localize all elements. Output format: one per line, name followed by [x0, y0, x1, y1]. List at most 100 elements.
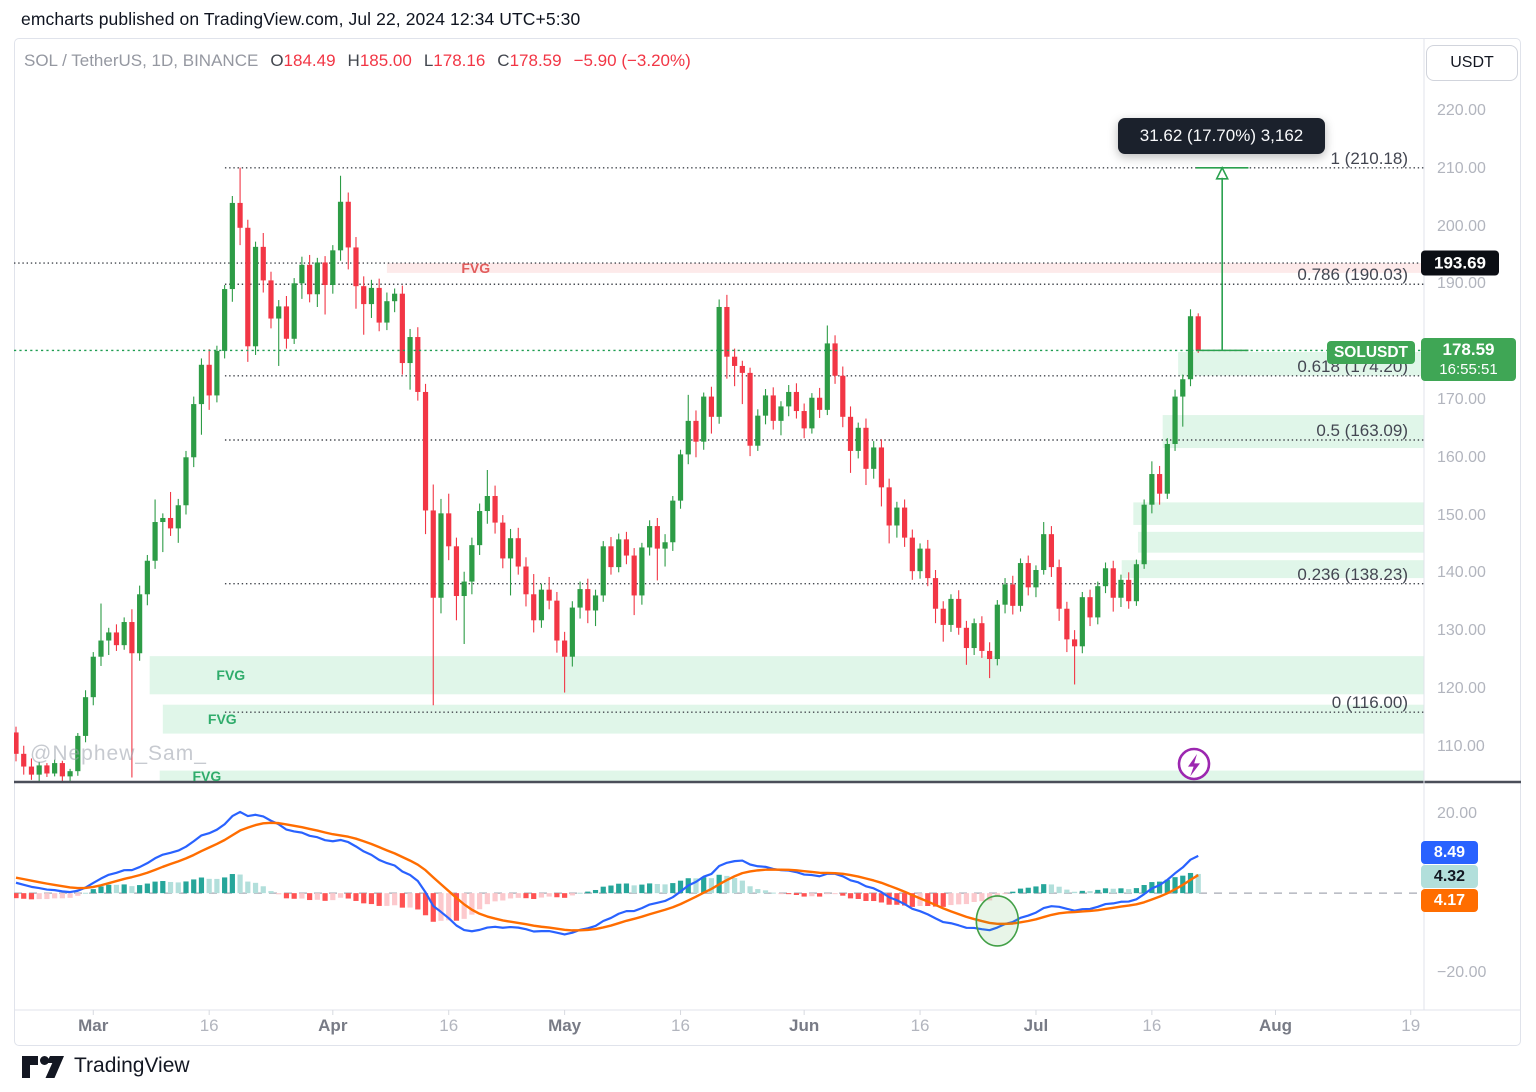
price-pane[interactable]: [13, 165, 1424, 785]
candle-body: [994, 604, 1000, 660]
candle-body: [322, 262, 328, 286]
time-axis-label[interactable]: Jun: [789, 1016, 820, 1035]
candle-body: [1180, 379, 1186, 397]
macd-histogram-bar: [113, 884, 120, 894]
macd-histogram-bar: [1102, 888, 1109, 894]
currency-toggle-button[interactable]: USDT: [1426, 45, 1518, 81]
macd-histogram-bar: [106, 884, 112, 894]
candle-body: [283, 306, 290, 339]
macd-histogram-bar: [438, 893, 444, 921]
time-axis-label[interactable]: 16: [910, 1016, 930, 1035]
candle-body: [260, 246, 266, 281]
candle-body: [160, 517, 166, 523]
macd-axis-tick[interactable]: −20.00: [1437, 963, 1487, 981]
price-axis-tick[interactable]: 160.00: [1437, 448, 1486, 466]
candle-body: [793, 391, 800, 412]
macd-histogram-bar: [832, 893, 838, 895]
candle-body: [152, 522, 158, 561]
macd-histogram-bar: [786, 893, 792, 895]
tradingview-branding[interactable]: TradingView: [21, 1053, 190, 1079]
macd-histogram-bar: [855, 893, 861, 899]
candle-body: [755, 415, 761, 446]
time-axis-label[interactable]: 19: [1401, 1016, 1421, 1035]
candle-body: [299, 264, 305, 284]
candle-body: [167, 517, 174, 529]
price-axis-tick[interactable]: 200.00: [1437, 217, 1486, 235]
price-axis-tick[interactable]: 190.00: [1437, 275, 1486, 293]
symbol-title[interactable]: SOL / TetherUS, 1D, BINANCE: [24, 51, 259, 70]
macd-histogram-bar: [330, 893, 336, 901]
macd-histogram-bar: [469, 893, 475, 915]
time-axis-label[interactable]: Apr: [318, 1016, 348, 1035]
macd-histogram-bar: [399, 893, 405, 908]
macd-histogram-bar: [75, 893, 81, 896]
macd-histogram-bar: [206, 878, 212, 894]
price-axis-tick[interactable]: 110.00: [1437, 737, 1485, 755]
candle-body: [569, 607, 575, 657]
candle-body: [353, 247, 359, 287]
macd-histogram-bar: [732, 878, 738, 894]
candle-body: [175, 505, 181, 529]
macd-histogram-bar: [871, 893, 877, 902]
candle-body: [214, 350, 220, 396]
candle-body: [523, 566, 529, 595]
time-axis-label[interactable]: 16: [1142, 1016, 1162, 1035]
price-axis-tick[interactable]: 170.00: [1437, 391, 1486, 409]
time-axis-label[interactable]: Aug: [1258, 1016, 1293, 1035]
time-axis-label[interactable]: 16: [671, 1016, 690, 1035]
candle-body: [932, 578, 939, 609]
macd-pane[interactable]: [13, 810, 1424, 947]
candle-body: [801, 411, 807, 429]
macd-histogram-bar: [1010, 891, 1016, 894]
candle-body: [531, 594, 537, 621]
price-axis-tick[interactable]: 120.00: [1437, 680, 1486, 698]
macd-histogram-bar: [44, 893, 50, 900]
time-axis-label[interactable]: 16: [439, 1016, 459, 1035]
candle-body: [1149, 474, 1155, 505]
price-axis-tick[interactable]: 210.00: [1437, 159, 1486, 177]
macd-histogram-bar: [956, 893, 962, 905]
macd-histogram-bar: [1017, 888, 1024, 894]
candle-body: [809, 397, 815, 429]
fvg-zone: [149, 656, 1424, 695]
macd-histogram-bar: [747, 886, 753, 894]
fib-level-label: 0.236 (138.23): [1297, 564, 1408, 584]
time-axis-label[interactable]: Jul: [1023, 1016, 1049, 1035]
time-axis-label[interactable]: Mar: [78, 1016, 109, 1035]
candle-body: [446, 513, 452, 547]
price-axis-tick[interactable]: 220.00: [1437, 102, 1486, 119]
macd-histogram-bar: [546, 893, 552, 897]
macd-histogram-bar: [1033, 886, 1039, 894]
candle-body: [631, 555, 637, 596]
candle-body: [817, 397, 823, 410]
macd-axis-tick[interactable]: 20.00: [1437, 804, 1478, 822]
price-range-tool[interactable]: [1195, 165, 1249, 352]
candle-body: [1017, 563, 1024, 606]
macd-histogram-bar: [245, 881, 251, 894]
macd-histogram-bar: [198, 877, 205, 894]
price-axis-tick[interactable]: 150.00: [1437, 506, 1486, 524]
time-axis-label[interactable]: 16: [199, 1016, 219, 1035]
candle-body: [1126, 579, 1132, 602]
price-axis-tick[interactable]: 130.00: [1437, 622, 1486, 640]
candle-body: [1118, 579, 1124, 598]
macd-histogram-bar: [484, 893, 490, 905]
candle-body: [762, 395, 769, 416]
crossover-ellipse-annotation[interactable]: [975, 895, 1020, 947]
candle-body: [902, 507, 908, 538]
candle-body: [98, 640, 104, 657]
candle-body: [886, 487, 892, 526]
candle-body: [832, 343, 838, 376]
ohlc-open-key: O: [270, 51, 284, 70]
fvg-zone: [1121, 560, 1424, 579]
price-axis-tick[interactable]: 140.00: [1437, 564, 1486, 582]
macd-histogram-bar: [453, 893, 460, 921]
macd-histogram-bar: [994, 893, 1000, 897]
candle-body: [399, 293, 405, 364]
candle-body: [106, 632, 112, 641]
time-axis-label[interactable]: May: [548, 1016, 582, 1035]
lightning-icon[interactable]: [1177, 747, 1211, 781]
macd-histogram-bar: [1048, 884, 1055, 894]
